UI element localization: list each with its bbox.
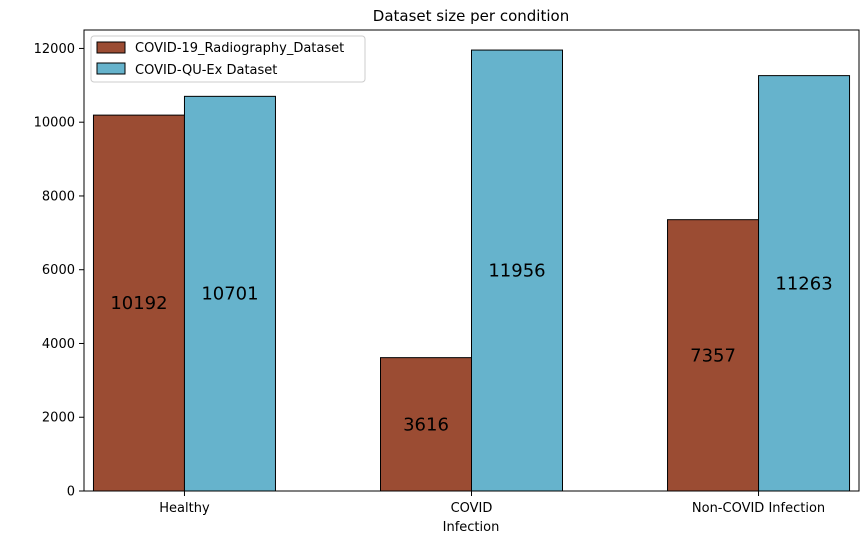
x-tick-label: Non-COVID Infection bbox=[692, 501, 825, 516]
value-labels-layer: 10192 10701 3616 11956 7357 11263 bbox=[110, 261, 832, 436]
bar-2-1 bbox=[183, 95, 276, 492]
legend-label-series-2: COVID-QU-Ex Dataset bbox=[135, 63, 277, 78]
x-axis-label: Infection bbox=[443, 520, 500, 535]
y-tick-label: 0 bbox=[67, 485, 75, 500]
data-label-1-3: 7357 bbox=[690, 345, 736, 366]
x-tick-label: COVID bbox=[451, 501, 493, 516]
legend-frame bbox=[90, 35, 366, 83]
y-tick-label: 4000 bbox=[42, 337, 75, 352]
chart-title: Dataset size per condition bbox=[373, 7, 569, 25]
y-tick-label: 6000 bbox=[42, 263, 75, 278]
legend: COVID-19_Radiography_Dataset COVID-QU-Ex… bbox=[90, 35, 366, 83]
data-label-2-2: 11956 bbox=[488, 261, 545, 282]
y-tick-label: 10000 bbox=[34, 116, 75, 131]
y-tick-label: 2000 bbox=[42, 411, 75, 426]
bars-layer bbox=[92, 49, 851, 492]
legend-swatch-series-2 bbox=[96, 62, 126, 75]
bar-1-2 bbox=[380, 357, 472, 492]
bar-2-3 bbox=[758, 75, 851, 492]
legend-label-series-1: COVID-19_Radiography_Dataset bbox=[135, 41, 344, 56]
bar-1-1 bbox=[92, 114, 185, 492]
y-tick-label: 8000 bbox=[42, 189, 75, 204]
bar-1-3 bbox=[667, 219, 760, 492]
legend-swatch-series-1 bbox=[96, 41, 126, 54]
x-tick-label: Healthy bbox=[159, 501, 210, 516]
data-label-2-1: 10701 bbox=[201, 284, 258, 305]
bar-2-2 bbox=[471, 49, 563, 492]
data-label-1-1: 10192 bbox=[110, 293, 167, 314]
y-axis: 0 2000 4000 6000 8000 10000 12000 bbox=[34, 42, 84, 500]
x-axis: Healthy COVID Non-COVID Infection bbox=[159, 491, 825, 516]
data-label-2-3: 11263 bbox=[775, 273, 832, 294]
y-tick-label: 12000 bbox=[34, 42, 75, 57]
data-label-1-2: 3616 bbox=[403, 414, 449, 435]
